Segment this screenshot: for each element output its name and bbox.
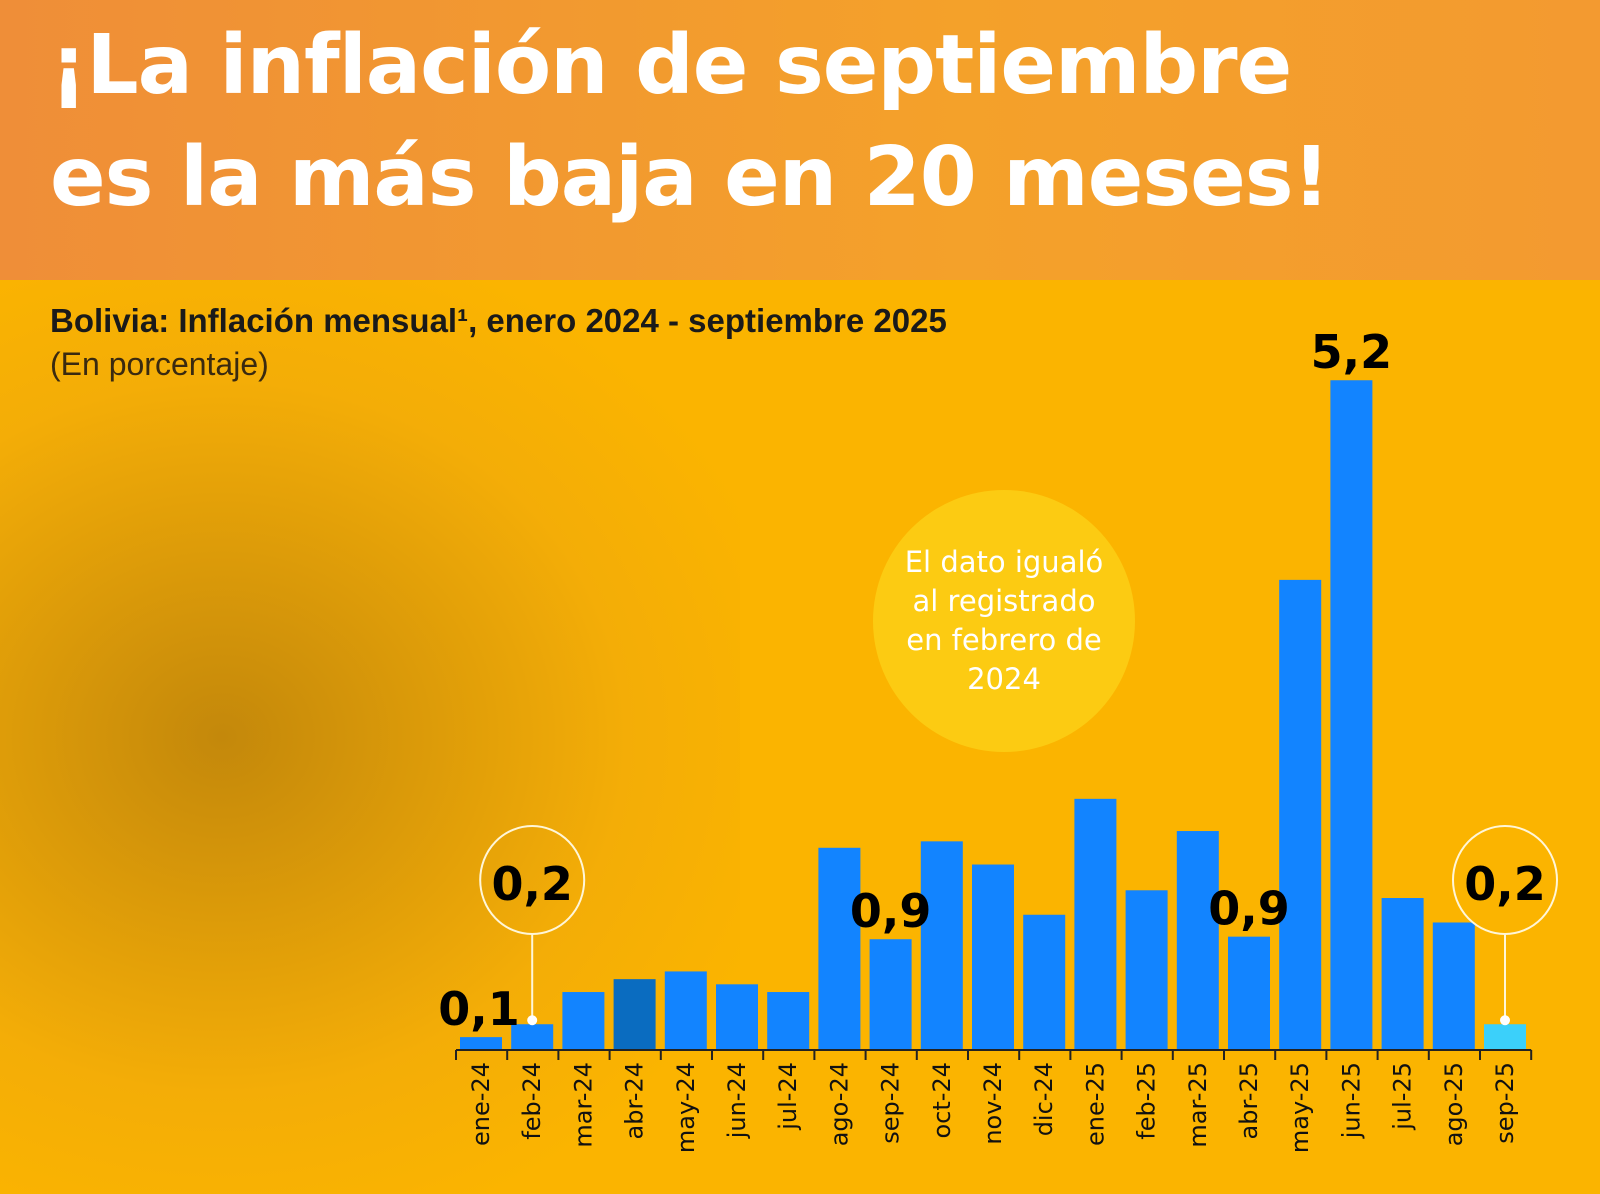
x-tick-label: mar-25 <box>1184 1062 1212 1148</box>
bar-feb-25 <box>1125 890 1168 1050</box>
headline: ¡La inflación de septiembre es la más ba… <box>50 10 1330 234</box>
highlight-dot <box>1500 1015 1510 1026</box>
chart-subtitle: (En porcentaje) <box>50 346 269 382</box>
highlight-dot <box>527 1015 538 1026</box>
callout-bubble: El dato igualó al registrado en febrero … <box>873 490 1135 752</box>
bar-abr-24 <box>613 979 656 1050</box>
bar-may-24 <box>664 971 707 1050</box>
x-tick-label: ene-24 <box>467 1062 495 1146</box>
bar-dic-24 <box>1023 914 1066 1050</box>
data-label: 0,1 <box>438 982 520 1036</box>
bar-feb-24 <box>511 1024 554 1050</box>
bar-sep-24 <box>869 939 912 1050</box>
bar-ago-25 <box>1432 922 1475 1050</box>
x-tick-label: abr-24 <box>621 1062 649 1139</box>
bar-may-25 <box>1279 579 1322 1050</box>
x-tick-label: sep-24 <box>877 1062 905 1144</box>
data-label: 0,2 <box>491 857 573 911</box>
x-tick-label: may-24 <box>672 1062 700 1153</box>
bar-mar-24 <box>562 992 605 1050</box>
bar-jul-24 <box>767 992 810 1050</box>
data-label: 5,2 <box>1311 325 1393 379</box>
x-tick-label: abr-25 <box>1235 1062 1263 1139</box>
x-tick-label: jul-25 <box>1389 1062 1417 1131</box>
headline-line-2: es la más baja en 20 meses! <box>50 130 1330 225</box>
callout-text: El dato igualó al registrado en febrero … <box>904 545 1104 696</box>
x-tick-label: ene-25 <box>1081 1062 1109 1146</box>
x-tick-label: feb-24 <box>518 1062 546 1140</box>
bar-jun-25 <box>1330 380 1373 1050</box>
x-tick-label: ago-25 <box>1440 1062 1468 1146</box>
data-label: 0,9 <box>850 884 932 938</box>
data-label: 0,9 <box>1208 882 1290 936</box>
bar-nov-24 <box>972 864 1014 1050</box>
header: ¡La inflación de septiembre es la más ba… <box>0 0 1600 280</box>
data-label: 0,2 <box>1464 857 1546 911</box>
x-tick-label: ago-24 <box>825 1062 853 1146</box>
x-tick-label: sep-25 <box>1491 1062 1519 1144</box>
bar-mar-25 <box>1176 831 1219 1050</box>
x-tick-label: mar-24 <box>569 1062 597 1148</box>
x-tick-label: jun-25 <box>1337 1062 1365 1139</box>
bar-ago-24 <box>818 847 861 1050</box>
bar-jul-25 <box>1381 898 1424 1050</box>
bar-oct-24 <box>920 841 963 1050</box>
bar-ene-25 <box>1074 798 1117 1050</box>
x-tick-label: nov-24 <box>979 1062 1007 1145</box>
headline-line-1: ¡La inflación de septiembre <box>50 18 1292 113</box>
x-tick-label: feb-25 <box>1133 1062 1161 1140</box>
bar-abr-25 <box>1228 936 1270 1050</box>
chart-title: Bolivia: Inflación mensual¹, enero 2024 … <box>50 302 947 339</box>
x-tick-label: jul-24 <box>774 1062 802 1131</box>
bar-sep-25 <box>1484 1024 1526 1050</box>
x-tick-label: oct-24 <box>928 1062 956 1139</box>
bar-jun-24 <box>716 984 758 1050</box>
bar-ene-24 <box>460 1037 502 1050</box>
x-tick-label: dic-24 <box>1030 1062 1058 1136</box>
x-tick-label: jun-24 <box>723 1062 751 1139</box>
x-tick-label: may-25 <box>1286 1062 1314 1153</box>
